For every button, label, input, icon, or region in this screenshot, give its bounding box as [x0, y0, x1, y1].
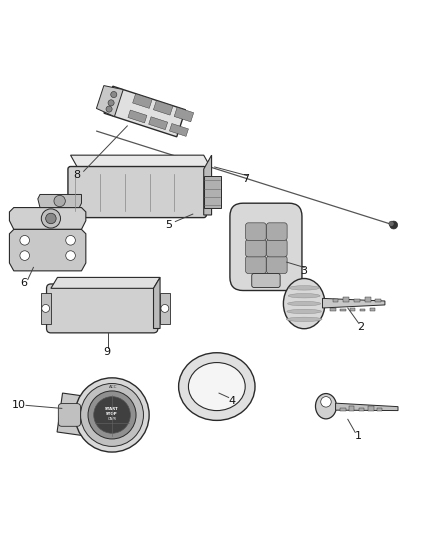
Bar — [340, 408, 346, 410]
Text: 1: 1 — [354, 431, 361, 441]
Text: 10: 10 — [12, 400, 26, 410]
Bar — [365, 297, 371, 302]
Circle shape — [81, 384, 144, 446]
Ellipse shape — [288, 302, 321, 306]
Circle shape — [46, 213, 56, 224]
Circle shape — [75, 378, 149, 452]
Polygon shape — [204, 155, 212, 215]
Bar — [343, 297, 349, 302]
Polygon shape — [153, 101, 173, 115]
Bar — [340, 309, 346, 311]
Bar — [377, 408, 382, 410]
Text: START: START — [105, 407, 119, 411]
Polygon shape — [148, 117, 168, 130]
FancyBboxPatch shape — [267, 256, 287, 273]
Circle shape — [111, 92, 117, 98]
Circle shape — [161, 304, 169, 312]
Circle shape — [41, 209, 60, 228]
Polygon shape — [160, 293, 170, 324]
Text: 7: 7 — [242, 174, 249, 184]
Circle shape — [20, 236, 29, 245]
Circle shape — [66, 251, 75, 261]
Polygon shape — [204, 176, 221, 208]
Polygon shape — [38, 195, 81, 207]
Text: 6: 6 — [20, 278, 27, 288]
Ellipse shape — [286, 317, 322, 321]
FancyBboxPatch shape — [68, 166, 206, 217]
Ellipse shape — [283, 279, 325, 329]
Polygon shape — [322, 298, 385, 308]
Bar — [332, 299, 338, 302]
FancyBboxPatch shape — [246, 239, 266, 257]
Circle shape — [54, 195, 65, 207]
Bar — [370, 308, 375, 311]
Polygon shape — [71, 155, 212, 169]
Polygon shape — [174, 107, 194, 122]
Polygon shape — [96, 86, 123, 117]
Circle shape — [108, 100, 114, 106]
Circle shape — [106, 106, 112, 112]
Polygon shape — [104, 86, 186, 137]
FancyBboxPatch shape — [246, 223, 266, 240]
Circle shape — [390, 221, 398, 229]
Circle shape — [66, 236, 75, 245]
FancyBboxPatch shape — [252, 273, 280, 287]
Text: 3: 3 — [300, 266, 307, 276]
Bar — [359, 408, 364, 410]
Polygon shape — [10, 207, 86, 229]
Bar — [350, 308, 355, 311]
Ellipse shape — [289, 286, 319, 290]
FancyBboxPatch shape — [46, 284, 158, 333]
Circle shape — [42, 304, 49, 312]
Text: 8: 8 — [74, 170, 81, 180]
Ellipse shape — [288, 294, 320, 298]
FancyBboxPatch shape — [58, 403, 81, 426]
Polygon shape — [57, 393, 95, 437]
Polygon shape — [153, 277, 160, 328]
FancyBboxPatch shape — [246, 256, 266, 273]
Bar — [368, 406, 374, 410]
FancyBboxPatch shape — [267, 239, 287, 257]
Ellipse shape — [287, 309, 321, 313]
Polygon shape — [41, 293, 51, 324]
Polygon shape — [336, 403, 398, 410]
FancyBboxPatch shape — [230, 203, 302, 290]
Text: 5: 5 — [165, 220, 172, 230]
Text: ACC: ACC — [109, 385, 117, 389]
Bar — [375, 299, 381, 302]
Polygon shape — [51, 277, 160, 288]
Circle shape — [389, 221, 394, 227]
Bar — [354, 299, 360, 302]
Bar — [349, 406, 354, 410]
Bar — [330, 308, 336, 311]
Polygon shape — [10, 229, 86, 271]
Text: STOP: STOP — [106, 412, 118, 416]
Circle shape — [321, 397, 331, 407]
Text: ON/R: ON/R — [108, 417, 117, 421]
Ellipse shape — [315, 393, 336, 419]
Ellipse shape — [179, 353, 255, 421]
Text: 9: 9 — [103, 346, 110, 357]
Bar — [360, 309, 365, 311]
Polygon shape — [128, 110, 147, 123]
FancyBboxPatch shape — [267, 223, 287, 240]
Text: 2: 2 — [357, 322, 364, 332]
Circle shape — [88, 391, 136, 439]
Circle shape — [94, 397, 131, 433]
Polygon shape — [133, 94, 152, 108]
Polygon shape — [170, 124, 188, 136]
Circle shape — [20, 251, 29, 261]
Ellipse shape — [188, 362, 245, 410]
Text: 4: 4 — [229, 396, 236, 406]
